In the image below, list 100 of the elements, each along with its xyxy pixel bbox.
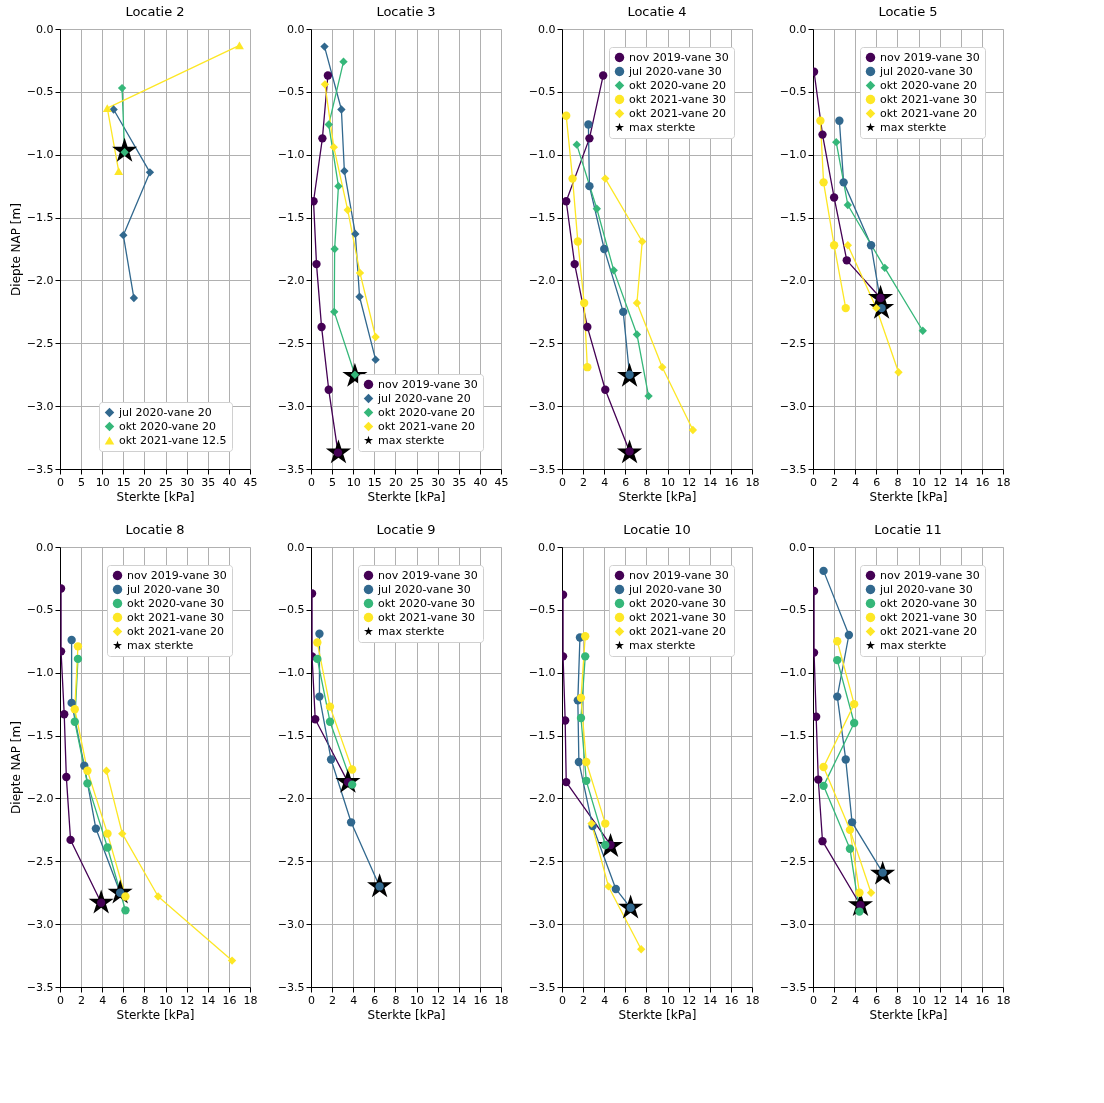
y-tick-label: −1.5 (779, 211, 807, 225)
y-tick-label: −3.5 (277, 462, 305, 476)
legend-label: okt 2021-vane 30 (880, 610, 978, 624)
x-tick-label: 6 (873, 993, 881, 1007)
y-tick-label: −2.0 (528, 273, 556, 287)
x-tick-label: 30 (180, 475, 195, 489)
y-tick-label: −3.5 (26, 462, 54, 476)
legend-label: okt 2021-vane 20 (127, 624, 225, 638)
y-tick-label: −1.0 (26, 666, 54, 680)
y-tick-label: −2.5 (528, 336, 556, 350)
legend-label: max sterkte (880, 638, 947, 652)
y-tick-label: 0.0 (36, 22, 54, 36)
x-tick-label: 10 (95, 475, 110, 489)
legend-label: okt 2020-vane 30 (629, 596, 727, 610)
chart-title: Locatie 2 (125, 4, 185, 19)
legend-label: okt 2020-vane 20 (629, 78, 727, 92)
x-tick-label: 40 (473, 475, 488, 489)
legend-label: max sterkte (378, 624, 445, 638)
x-axis-title: Sterkte [kPa] (869, 1007, 948, 1022)
x-tick-label: 18 (996, 993, 1011, 1007)
x-tick-label: 8 (392, 993, 400, 1007)
legend-label: okt 2021-vane 20 (629, 624, 727, 638)
x-tick-label: 0 (559, 993, 566, 1007)
x-tick-label: 45 (494, 475, 509, 489)
x-tick-label: 10 (912, 475, 927, 489)
x-axis-title: Sterkte [kPa] (618, 1007, 697, 1022)
legend-label: nov 2019-vane 30 (629, 568, 729, 582)
y-tick-label: −3.5 (528, 980, 556, 994)
y-tick-label: −2.5 (26, 336, 54, 350)
y-tick-label: −3.0 (277, 917, 305, 931)
x-tick-label: 0 (810, 993, 817, 1007)
y-tick-label: −0.5 (277, 603, 305, 617)
y-tick-label: −1.5 (26, 211, 54, 225)
x-tick-label: 2 (831, 993, 839, 1007)
x-tick-label: 0 (57, 475, 64, 489)
x-tick-label: 18 (996, 475, 1011, 489)
y-tick-label: −2.0 (26, 791, 54, 805)
y-tick-label: −0.5 (779, 85, 807, 99)
y-tick-label: −2.0 (779, 791, 807, 805)
x-tick-label: 8 (141, 993, 149, 1007)
y-tick-label: −2.5 (528, 854, 556, 868)
y-axis-title: Diepte NAP [m] (8, 721, 23, 814)
x-axis-title: Sterkte [kPa] (869, 489, 948, 504)
x-tick-label: 15 (367, 475, 382, 489)
legend-label: okt 2021-vane 20 (629, 106, 727, 120)
y-tick-label: −1.0 (277, 148, 305, 162)
x-tick-label: 18 (243, 993, 258, 1007)
legend-label: nov 2019-vane 30 (880, 50, 980, 64)
legend-label: nov 2019-vane 30 (880, 568, 980, 582)
y-tick-label: −1.5 (779, 729, 807, 743)
x-tick-label: 8 (643, 993, 651, 1007)
x-tick-label: 4 (350, 993, 358, 1007)
x-axis-title: Sterkte [kPa] (116, 1007, 195, 1022)
y-tick-label: 0.0 (36, 540, 54, 554)
x-tick-label: 14 (452, 993, 467, 1007)
x-tick-label: 14 (954, 993, 969, 1007)
x-tick-label: 18 (745, 993, 760, 1007)
x-tick-label: 16 (473, 993, 488, 1007)
x-tick-label: 14 (703, 993, 718, 1007)
y-tick-label: 0.0 (789, 540, 807, 554)
y-tick-label: 0.0 (538, 540, 556, 554)
x-tick-label: 10 (661, 475, 676, 489)
y-tick-label: −3.5 (26, 980, 54, 994)
x-tick-label: 12 (682, 993, 697, 1007)
y-tick-label: 0.0 (287, 22, 305, 36)
y-tick-label: −3.0 (528, 399, 556, 413)
x-tick-label: 20 (388, 475, 403, 489)
y-tick-label: −0.5 (26, 603, 54, 617)
legend-label: nov 2019-vane 30 (127, 568, 227, 582)
legend-label: jul 2020-vane 20 (377, 391, 471, 405)
legend-label: max sterkte (378, 433, 445, 447)
y-tick-label: −2.0 (528, 791, 556, 805)
x-axis-title: Sterkte [kPa] (116, 489, 195, 504)
legend-label: okt 2020-vane 30 (127, 596, 225, 610)
x-tick-label: 2 (580, 475, 588, 489)
y-tick-label: −1.5 (528, 211, 556, 225)
x-tick-label: 0 (308, 475, 315, 489)
y-tick-label: −3.0 (528, 917, 556, 931)
x-tick-label: 4 (99, 993, 107, 1007)
legend-label: jul 2020-vane 30 (377, 582, 471, 596)
x-tick-label: 0 (308, 993, 315, 1007)
y-tick-label: −3.5 (779, 462, 807, 476)
y-tick-label: −2.5 (277, 854, 305, 868)
x-tick-label: 45 (243, 475, 258, 489)
y-tick-label: −3.0 (779, 917, 807, 931)
x-tick-label: 18 (494, 993, 509, 1007)
legend-label: okt 2021-vane 20 (880, 624, 978, 638)
y-tick-label: −1.0 (528, 148, 556, 162)
x-tick-label: 2 (329, 993, 337, 1007)
y-axis-title: Diepte NAP [m] (8, 203, 23, 296)
y-tick-label: −3.0 (26, 399, 54, 413)
legend-label: okt 2021-vane 20 (378, 419, 476, 433)
x-tick-label: 0 (57, 993, 64, 1007)
y-tick-label: −3.5 (277, 980, 305, 994)
x-tick-label: 4 (852, 993, 860, 1007)
y-tick-label: −2.5 (26, 854, 54, 868)
y-tick-label: −2.0 (277, 273, 305, 287)
y-tick-label: −1.5 (26, 729, 54, 743)
legend-label: jul 2020-vane 30 (126, 582, 220, 596)
y-tick-label: 0.0 (538, 22, 556, 36)
